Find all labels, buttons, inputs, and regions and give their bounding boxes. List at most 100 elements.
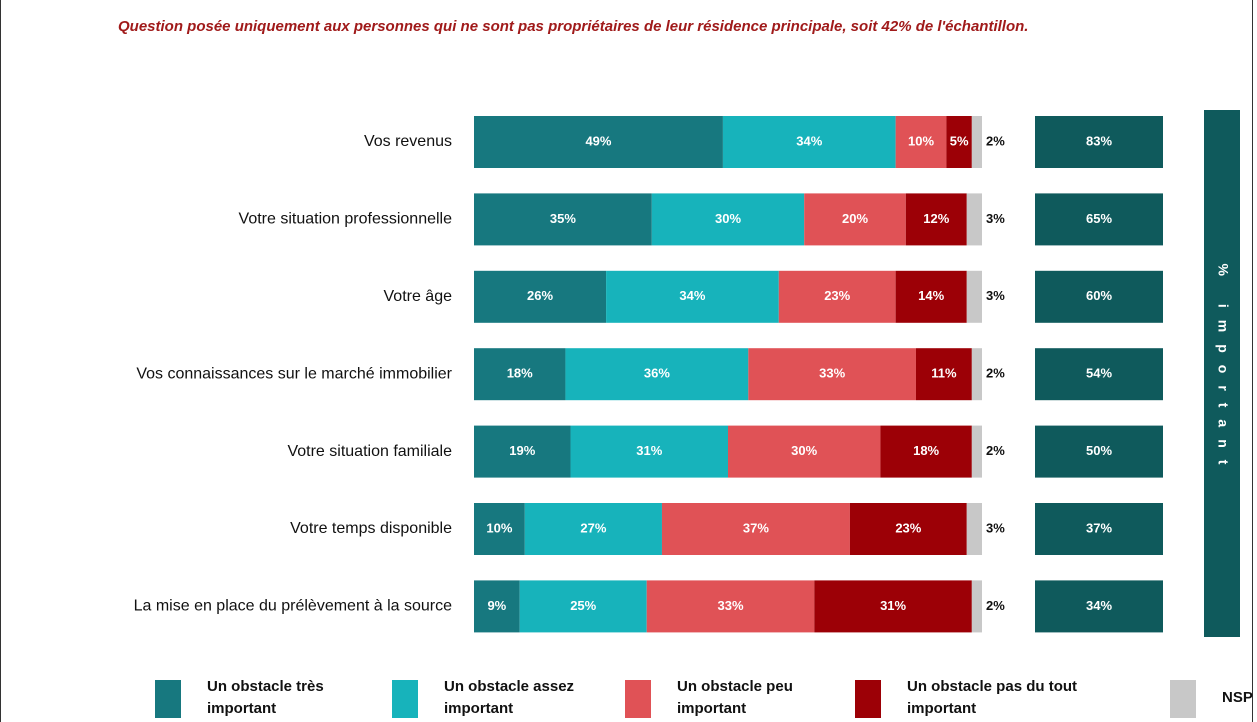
bar-segment — [661, 503, 850, 555]
total-box — [1035, 116, 1163, 168]
data-label: 18% — [507, 366, 533, 381]
total-box — [1035, 348, 1163, 401]
data-label: 30% — [791, 443, 817, 458]
bar-segment — [966, 503, 982, 555]
side-label: % important — [1215, 264, 1231, 477]
category-label: La mise en place du prélèvement à la sou… — [134, 598, 453, 615]
bar-segment — [474, 348, 566, 401]
total-box — [1035, 503, 1163, 555]
total-box — [1035, 193, 1163, 246]
data-label: 3% — [986, 211, 1005, 226]
total-label: 65% — [1086, 211, 1112, 226]
bar-segment — [728, 425, 881, 478]
bar-segment — [565, 348, 749, 401]
data-label: 34% — [796, 133, 822, 148]
data-label: 36% — [644, 366, 670, 381]
data-label: 20% — [842, 211, 868, 226]
bar-segment — [880, 425, 972, 478]
data-label: 2% — [986, 598, 1005, 613]
legend-label: Un obstacle peu important — [677, 678, 793, 717]
data-label: 10% — [908, 133, 934, 148]
data-label: 2% — [986, 366, 1005, 381]
legend-label: Un obstacle pas du tout important — [907, 678, 1078, 717]
legend-label: NSP — [1222, 689, 1253, 706]
data-label: 26% — [527, 288, 553, 303]
bar-segment — [474, 425, 571, 478]
bar-segment — [971, 116, 982, 168]
legend-swatch — [392, 680, 418, 718]
legend-swatch — [1170, 680, 1196, 718]
total-label: 60% — [1086, 288, 1112, 303]
bar-segment — [895, 270, 967, 323]
data-label: 9% — [487, 598, 506, 613]
bar-segment — [722, 116, 896, 168]
legend-label: Un obstacle très important — [207, 678, 324, 717]
bar-segment — [849, 503, 967, 555]
side-band — [1204, 110, 1240, 637]
data-label: 11% — [931, 366, 957, 381]
bar-segment — [966, 193, 982, 246]
data-label: 2% — [986, 133, 1005, 148]
note: Question posée uniquement aux personnes … — [118, 18, 1029, 35]
data-label: 33% — [819, 366, 845, 381]
legend-swatch — [625, 680, 651, 718]
data-label: 5% — [950, 133, 969, 148]
bar-segment — [971, 348, 982, 401]
bar-segment — [971, 425, 982, 478]
category-label: Votre temps disponible — [290, 520, 452, 537]
bar-segment — [915, 348, 972, 401]
bar-segment — [606, 270, 779, 323]
bar-segment — [966, 270, 982, 323]
bar-segment — [895, 116, 947, 168]
bar-segment — [651, 193, 805, 246]
total-label: 50% — [1086, 443, 1112, 458]
data-label: 27% — [580, 520, 606, 535]
data-label: 18% — [913, 443, 939, 458]
bar-segment — [905, 193, 967, 246]
category-label: Vos connaissances sur le marché immobili… — [136, 365, 452, 382]
data-label: 3% — [986, 288, 1005, 303]
total-box — [1035, 425, 1163, 478]
data-label: 3% — [986, 520, 1005, 535]
bar-segment — [814, 580, 972, 633]
legend-label: Un obstacle assez important — [444, 678, 575, 717]
bar-segment — [971, 580, 982, 633]
bar-segment — [804, 193, 906, 246]
data-label: 12% — [923, 211, 949, 226]
bar-segment — [570, 425, 728, 478]
data-label: 30% — [715, 211, 741, 226]
category-label: Votre âge — [384, 288, 453, 305]
category-label: Vos revenus — [364, 133, 452, 150]
bar-segment — [474, 116, 723, 168]
data-label: 37% — [743, 520, 769, 535]
data-label: 10% — [486, 520, 512, 535]
total-label: 54% — [1086, 366, 1112, 381]
bar-segment — [474, 270, 607, 323]
bar-segment — [778, 270, 896, 323]
bar-segment — [474, 580, 520, 633]
bar-segment — [519, 580, 647, 633]
legend-swatch — [855, 680, 881, 718]
data-label: 25% — [570, 598, 596, 613]
bar-segment — [646, 580, 815, 633]
data-label: 19% — [509, 443, 535, 458]
data-label: 23% — [895, 520, 921, 535]
bar-segment — [474, 503, 525, 555]
total-box — [1035, 270, 1163, 323]
category-label: Votre situation professionnelle — [239, 211, 453, 228]
data-label: 23% — [824, 288, 850, 303]
legend-swatch — [155, 680, 181, 718]
bar-segment — [524, 503, 662, 555]
data-label: 49% — [585, 133, 611, 148]
bar-segment — [946, 116, 972, 168]
bar-segment — [748, 348, 916, 401]
data-label: 33% — [718, 598, 744, 613]
total-label: 34% — [1086, 598, 1112, 613]
total-box — [1035, 580, 1163, 633]
data-label: 34% — [679, 288, 705, 303]
data-label: 31% — [880, 598, 906, 613]
data-label: 14% — [918, 288, 944, 303]
